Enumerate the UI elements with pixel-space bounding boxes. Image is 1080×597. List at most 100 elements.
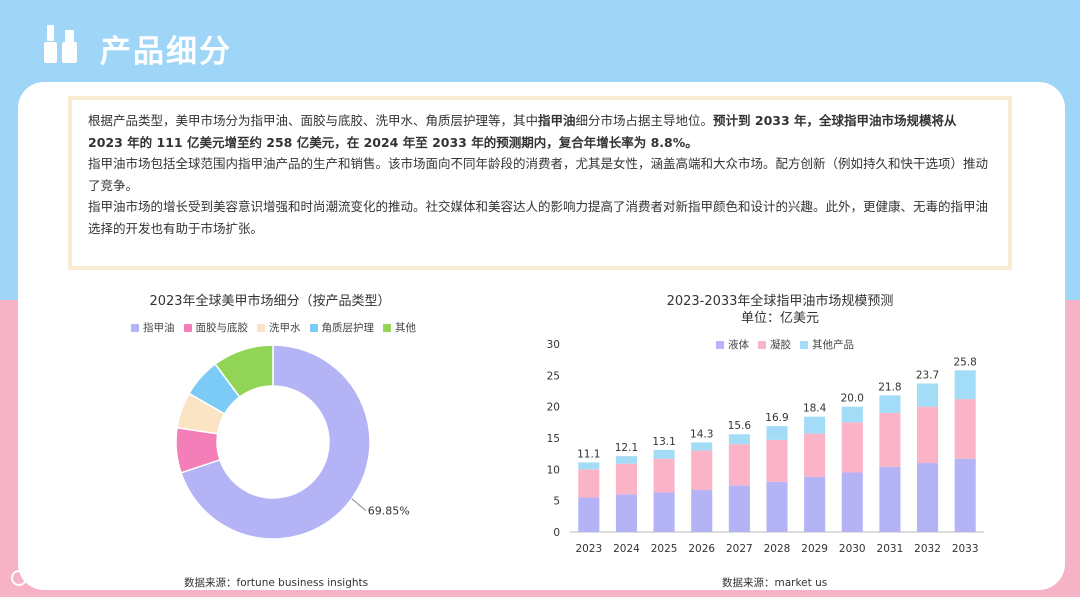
bar-segment — [728, 485, 750, 532]
donut-source: 数据来源：fortune business insights — [184, 577, 369, 589]
bar-segment — [578, 497, 600, 532]
x-tick-label: 2028 — [764, 543, 791, 555]
bar-chart-subtitle: 单位：亿美元 — [740, 311, 819, 326]
donut-slice — [214, 344, 274, 399]
nail-polish-icon — [44, 25, 77, 63]
bar-segment — [954, 458, 976, 532]
bar-segment — [841, 472, 863, 532]
bar-segment — [766, 426, 788, 440]
bar-segment — [804, 433, 826, 477]
y-tick-label: 25 — [547, 370, 560, 382]
bar-segment — [615, 463, 637, 495]
bar-segment — [841, 406, 863, 423]
bar-legend-item: 其他产品 — [800, 337, 854, 352]
bar-segment — [578, 462, 600, 470]
legend-label: 其他产品 — [812, 339, 854, 351]
intro-forecast: 预计到 2033 年，全球指甲油市场规模将从 2023 年的 111 亿美元增至… — [88, 113, 957, 150]
intro-textbox: 根据产品类型，美甲市场分为指甲油、面胶与底胶、洗甲水、角质层护理等，其中指甲油细… — [68, 96, 1012, 270]
bar-legend: 液体 凝胶 其他产品 — [716, 337, 863, 352]
donut-legend-item: 洗甲水 — [257, 320, 301, 335]
bar-segment — [653, 492, 675, 532]
bar-segment — [954, 370, 976, 400]
bar-chart-title-block: 2023-2033年全球指甲油市场规模预测 单位：亿美元 — [610, 293, 950, 327]
x-tick-label: 2024 — [613, 543, 640, 555]
intro-paragraph-2: 指甲油市场包括全球范围内指甲油产品的生产和销售。该市场面向不同年龄段的消费者，尤… — [88, 156, 989, 193]
donut-legend-item: 面胶与底胶 — [183, 320, 249, 335]
bar-total-label: 23.7 — [916, 369, 939, 381]
bar-segment — [804, 416, 826, 434]
legend-swatch — [716, 340, 724, 349]
donut-slice — [180, 344, 371, 540]
bar-segment — [917, 383, 939, 407]
bar-segment — [917, 463, 939, 532]
y-tick-label: 30 — [547, 339, 560, 351]
bar-segment — [691, 450, 713, 491]
legend-swatch — [131, 323, 139, 332]
donut-legend-item: 指甲油 — [131, 320, 175, 335]
intro-paragraph-3: 指甲油市场的增长受到美容意识增强和时尚潮流变化的推动。社交媒体和美容达人的影响力… — [88, 199, 989, 236]
donut-annotation-label: 69.85% — [368, 505, 410, 518]
legend-label: 其他 — [395, 322, 416, 334]
legend-swatch — [758, 340, 766, 349]
donut-annotation-leader — [351, 498, 367, 512]
bar-chart-title: 2023-2033年全球指甲油市场规模预测 — [666, 294, 894, 309]
bar-segment — [653, 458, 675, 493]
donut-legend: 指甲油 面胶与底胶 洗甲水 角质层护理 其他 — [131, 320, 425, 335]
legend-label: 面胶与底胶 — [195, 322, 249, 334]
donut-legend-item: 角质层护理 — [309, 320, 375, 335]
bar-segment — [879, 466, 901, 532]
bar-segment — [954, 399, 976, 459]
page-title: 产品细分 — [100, 34, 232, 70]
y-tick-label: 5 — [553, 496, 560, 508]
bar-segment — [917, 406, 939, 464]
watermark-text: 大数跨境 — [54, 570, 122, 590]
bar-total-label: 14.3 — [690, 428, 713, 440]
legend-label: 洗甲水 — [269, 322, 301, 334]
bar-total-label: 20.0 — [841, 393, 864, 405]
bar-segment — [615, 494, 637, 532]
bar-total-label: 18.4 — [803, 403, 827, 415]
bar-total-label: 12.1 — [615, 442, 638, 454]
legend-swatch — [383, 323, 391, 332]
bar-segment — [766, 481, 788, 532]
intro-text: 根据产品类型，美甲市场分为指甲油、面胶与底胶、洗甲水、角质层护理等，其中 — [88, 113, 539, 128]
legend-label: 角质层护理 — [321, 322, 375, 334]
y-tick-label: 20 — [547, 402, 560, 414]
donut-chart-title: 2023年全球美甲市场细分（按产品类型） — [149, 294, 391, 309]
x-tick-label: 2031 — [877, 543, 904, 555]
legend-label: 液体 — [728, 339, 749, 351]
legend-swatch — [800, 340, 808, 349]
x-tick-label: 2029 — [801, 543, 828, 555]
intro-text: 细分市场占据主导地位。 — [575, 113, 714, 128]
bar-total-label: 15.6 — [728, 420, 752, 432]
bar-segment — [653, 449, 675, 459]
legend-label: 凝胶 — [770, 339, 791, 351]
intro-paragraph-1: 根据产品类型，美甲市场分为指甲油、面胶与底胶、洗甲水、角质层护理等，其中指甲油细… — [88, 110, 992, 153]
bar-source: 数据来源：market us — [722, 577, 828, 589]
bar-segment — [766, 439, 788, 482]
bar-chart: 05101520253011.1202312.1202413.1202514.3… — [547, 339, 984, 555]
y-tick-label: 10 — [547, 464, 560, 476]
bar-segment — [728, 434, 750, 445]
bar-legend-item: 液体 — [716, 337, 749, 352]
bar-total-label: 16.9 — [765, 412, 788, 424]
intro-highlight: 指甲油 — [538, 113, 576, 128]
bar-total-label: 13.1 — [652, 436, 675, 448]
legend-swatch — [257, 323, 265, 332]
bar-segment — [879, 412, 901, 467]
donut-chart: 69.85% — [175, 344, 410, 540]
chat-bubble-logo-icon — [11, 568, 49, 586]
legend-swatch — [309, 323, 318, 332]
bar-legend-item: 凝胶 — [758, 337, 791, 352]
x-tick-label: 2030 — [839, 543, 866, 555]
bar-total-label: 21.8 — [878, 381, 901, 393]
donut-legend-item: 其他 — [383, 320, 416, 335]
legend-label: 指甲油 — [143, 322, 175, 334]
x-tick-label: 2027 — [726, 543, 753, 555]
bar-total-label: 25.8 — [953, 356, 976, 368]
legend-swatch — [183, 323, 192, 332]
bar-segment — [578, 469, 600, 498]
bar-segment — [728, 444, 750, 486]
bar-segment — [615, 456, 637, 464]
x-tick-label: 2033 — [952, 543, 979, 555]
